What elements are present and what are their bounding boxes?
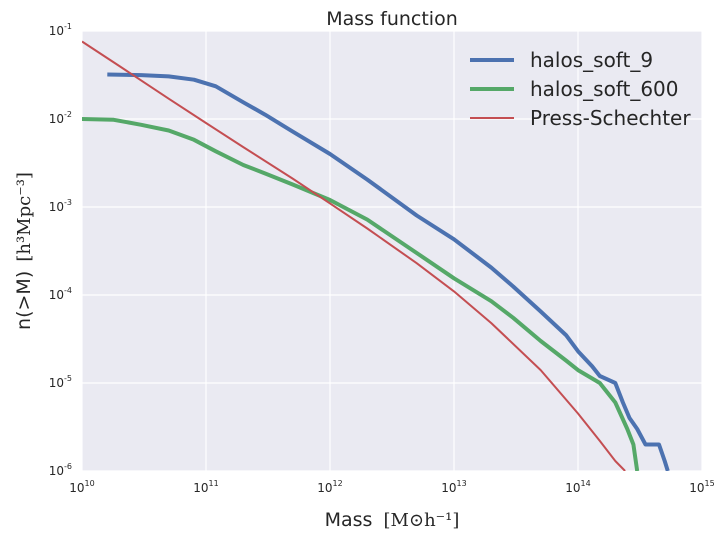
series-line-halos-soft-9: [107, 72, 670, 471]
legend-label-halos-soft-600: halos_soft_600: [530, 77, 679, 101]
legend-label-halos-soft-9: halos_soft_9: [530, 48, 653, 72]
y-tick-label: 10-5: [49, 374, 72, 390]
y-tick-label: 10-2: [49, 110, 72, 126]
x-axis-label-text: Mass: [325, 509, 373, 531]
x-tick-label: 1010: [69, 479, 94, 495]
y-axis-label-text: n(>M): [13, 271, 35, 330]
x-axis-label-unit: [M⊙h⁻¹]: [384, 510, 460, 531]
series-line-halos-soft-600: [82, 117, 640, 471]
legend: halos_soft_9 halos_soft_600 Press-Schechte…: [470, 48, 691, 130]
y-tick-label: 10-6: [49, 462, 72, 478]
legend-label-press-schechter: Press-Schechter: [530, 106, 691, 130]
y-tick-labels: 10-1 10-2 10-3 10-4 10-5 10-6: [49, 22, 72, 478]
series-line-press-schechter: [82, 40, 626, 471]
x-tick-labels: 1010 1011 1012 1013 1014 1015: [69, 479, 714, 495]
x-tick-label: 1012: [317, 479, 342, 495]
x-tick-label: 1014: [565, 479, 590, 495]
x-axis-label: Mass [M⊙h⁻¹]: [325, 509, 460, 531]
chart-title: Mass function: [326, 8, 458, 30]
y-axis-label-unit: [h³Mpc⁻³]: [14, 172, 35, 262]
y-tick-label: 10-4: [49, 286, 72, 302]
x-tick-label: 1015: [689, 479, 714, 495]
x-tick-label: 1013: [441, 479, 466, 495]
x-tick-label: 1011: [193, 479, 218, 495]
y-tick-label: 10-3: [49, 198, 72, 214]
y-tick-label: 10-1: [49, 22, 72, 38]
y-axis-label: n(>M) [h³Mpc⁻³]: [13, 172, 35, 330]
plot-background: [82, 31, 702, 471]
series-layer: [82, 40, 670, 471]
